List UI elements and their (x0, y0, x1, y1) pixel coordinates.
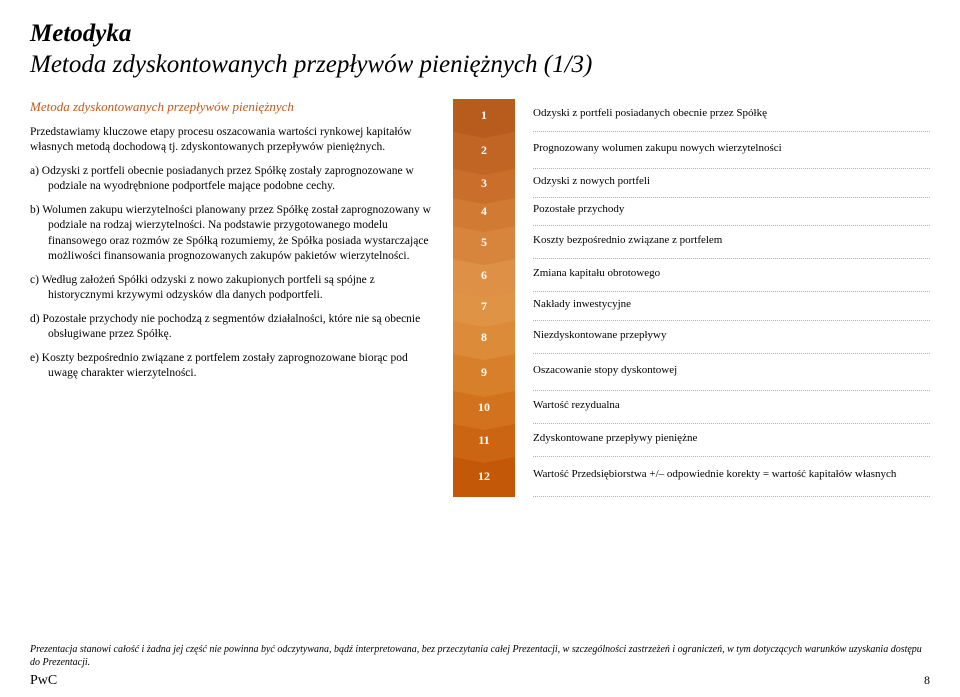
section-heading: Metoda zdyskontowanych przepływów pienię… (30, 99, 435, 115)
list-item: c) Według założeń Spółki odzyski z nowo … (30, 273, 435, 304)
step-label: Zdyskontowane przepływy pieniężne (533, 424, 930, 457)
chevron-down-icon (453, 391, 515, 397)
step-box: 12 (453, 457, 515, 497)
step-label: Nakłady inwestycyjne (533, 292, 930, 321)
step-label: Koszty bezpośrednio związane z portfelem (533, 226, 930, 259)
chevron-down-icon (453, 424, 515, 430)
step-label: Oszacowanie stopy dyskontowej (533, 354, 930, 391)
step-label: Wartość Przedsiębiorstwa +/– odpowiednie… (533, 457, 930, 497)
chevron-down-icon (453, 292, 515, 298)
step-label: Wartość rezydualna (533, 391, 930, 424)
list-item: a) Odzyski z portfeli obecnie posiadanyc… (30, 164, 435, 195)
step-label: Odzyski z nowych portfeli (533, 169, 930, 198)
step-label: Pozostałe przychody (533, 198, 930, 226)
list-item: d) Pozostałe przychody nie pochodzą z se… (30, 312, 435, 343)
chevron-down-icon (453, 259, 515, 265)
intro-paragraph: Przedstawiamy kluczowe etapy procesu osz… (30, 125, 435, 156)
left-column: Metoda zdyskontowanych przepływów pienię… (30, 99, 435, 497)
step-label: Zmiana kapitału obrotowego (533, 259, 930, 292)
chevron-down-icon (453, 198, 515, 204)
pwc-logo: PwC (30, 673, 57, 689)
chevron-down-icon (453, 226, 515, 232)
list-item: b) Wolumen zakupu wierzytelności planowa… (30, 203, 435, 265)
step-box: 1 (453, 99, 515, 132)
step-label: Odzyski z portfeli posiadanych obecnie p… (533, 99, 930, 132)
content-row: Metoda zdyskontowanych przepływów pienię… (30, 99, 930, 497)
labels-column: Odzyski z portfeli posiadanych obecnie p… (533, 99, 930, 497)
list-item: e) Koszty bezpośrednio związane z portfe… (30, 351, 435, 382)
page-number: 8 (924, 673, 930, 688)
title-block: Metodyka Metoda zdyskontowanych przepływ… (30, 18, 930, 81)
disclaimer: Prezentacja stanowi całość i żadna jej c… (30, 643, 930, 669)
steps-column: 123456789101112 (453, 99, 515, 497)
page-subtitle: Metoda zdyskontowanych przepływów pienię… (30, 49, 930, 80)
chevron-down-icon (453, 132, 515, 138)
chevron-down-icon (453, 321, 515, 327)
chevron-down-icon (453, 169, 515, 175)
step-label: Niezdyskontowane przepływy (533, 321, 930, 354)
chevron-down-icon (453, 354, 515, 360)
page-title: Metodyka (30, 18, 930, 49)
footer: Prezentacja stanowi całość i żadna jej c… (30, 643, 930, 689)
step-label: Prognozowany wolumen zakupu nowych wierz… (533, 132, 930, 169)
chevron-down-icon (453, 457, 515, 463)
